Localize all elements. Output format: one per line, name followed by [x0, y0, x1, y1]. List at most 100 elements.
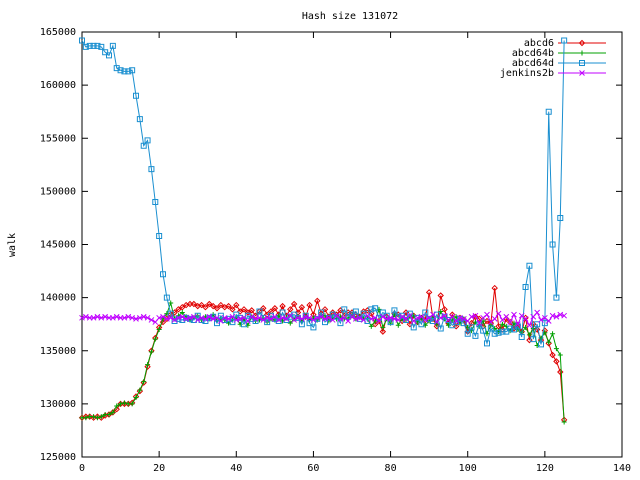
data-point: [271, 305, 279, 312]
data-point: [511, 311, 517, 318]
data-point: [121, 400, 127, 406]
data-point: [144, 363, 151, 370]
data-point: [133, 92, 139, 99]
data-point: [318, 309, 325, 316]
data-point: [534, 309, 540, 316]
data-point: [522, 284, 529, 290]
data-point: [118, 401, 124, 407]
data-point: [267, 308, 275, 315]
data-point: [198, 301, 205, 309]
data-point: [345, 313, 352, 320]
data-point: [102, 49, 109, 56]
data-point: [561, 419, 567, 425]
x-tick-label: 40: [230, 463, 242, 474]
data-point: [141, 379, 147, 385]
data-point: [129, 67, 136, 74]
data-point: [472, 332, 479, 339]
data-point: [310, 324, 317, 331]
data-point: [156, 327, 162, 332]
data-point: [275, 317, 282, 323]
y-tick-label: 130000: [40, 399, 76, 410]
data-point: [279, 309, 286, 316]
data-point: [538, 341, 544, 348]
data-point: [425, 289, 433, 296]
data-point: [236, 308, 244, 315]
data-point: [206, 313, 213, 320]
data-point: [260, 305, 267, 312]
data-point: [546, 339, 552, 345]
data-point: [299, 316, 305, 322]
data-point: [379, 309, 386, 316]
data-point: [349, 313, 355, 320]
data-point: [368, 306, 375, 313]
data-point: [484, 340, 490, 347]
chart-title: Hash size 131072: [302, 11, 398, 22]
data-point: [225, 316, 232, 322]
data-point: [561, 312, 567, 319]
y-tick-label: 145000: [40, 240, 76, 251]
data-point: [399, 313, 405, 320]
data-point: [407, 312, 413, 319]
data-point: [160, 313, 166, 320]
data-point: [553, 346, 559, 352]
data-point: [298, 321, 305, 328]
data-point: [163, 294, 170, 301]
data-point: [148, 349, 154, 355]
data-point: [160, 271, 166, 278]
data-point: [175, 306, 182, 313]
legend-label: abcd6: [524, 38, 554, 49]
y-tick-label: 165000: [40, 27, 76, 38]
data-point: [380, 324, 386, 330]
data-point: [167, 310, 174, 317]
data-point: [515, 321, 521, 328]
data-point: [213, 305, 221, 312]
data-point: [233, 301, 240, 309]
data-point: [414, 314, 421, 321]
legend-marker: [579, 70, 585, 76]
data-point: [395, 322, 401, 328]
data-point: [449, 322, 456, 329]
data-point: [461, 316, 467, 322]
data-point: [530, 336, 537, 343]
x-tick-label: 120: [536, 463, 554, 474]
data-point: [209, 302, 217, 310]
data-point: [171, 317, 178, 323]
data-point: [438, 308, 444, 314]
x-tick-label: 20: [153, 463, 165, 474]
data-point: [484, 331, 490, 337]
data-point: [422, 317, 429, 323]
data-point: [518, 333, 525, 340]
data-point: [287, 320, 293, 326]
data-point: [507, 319, 513, 325]
data-point: [553, 358, 560, 365]
data-point: [152, 336, 158, 342]
data-point: [229, 306, 236, 313]
data-point: [248, 313, 255, 320]
data-point: [290, 300, 298, 308]
data-point: [341, 306, 348, 313]
legend-marker: [579, 60, 585, 66]
data-point: [380, 313, 386, 320]
data-point: [268, 316, 274, 322]
data-point: [152, 199, 159, 205]
data-point: [418, 321, 425, 328]
data-point: [244, 309, 252, 316]
x-tick-label: 140: [613, 463, 631, 474]
data-point: [437, 292, 444, 299]
series-line: [81, 288, 565, 420]
data-point: [549, 351, 556, 359]
data-point: [117, 67, 124, 74]
data-point: [179, 303, 186, 311]
x-tick-label: 60: [307, 463, 319, 474]
y-tick-label: 125000: [40, 452, 76, 463]
data-point: [406, 310, 413, 317]
legend-marker: [579, 50, 585, 56]
data-point: [352, 308, 359, 315]
data-point: [472, 312, 479, 319]
data-point: [306, 314, 313, 321]
data-point: [144, 137, 151, 144]
data-point: [148, 317, 155, 323]
data-point: [430, 311, 436, 318]
data-point: [368, 323, 374, 329]
data-point: [499, 321, 505, 327]
